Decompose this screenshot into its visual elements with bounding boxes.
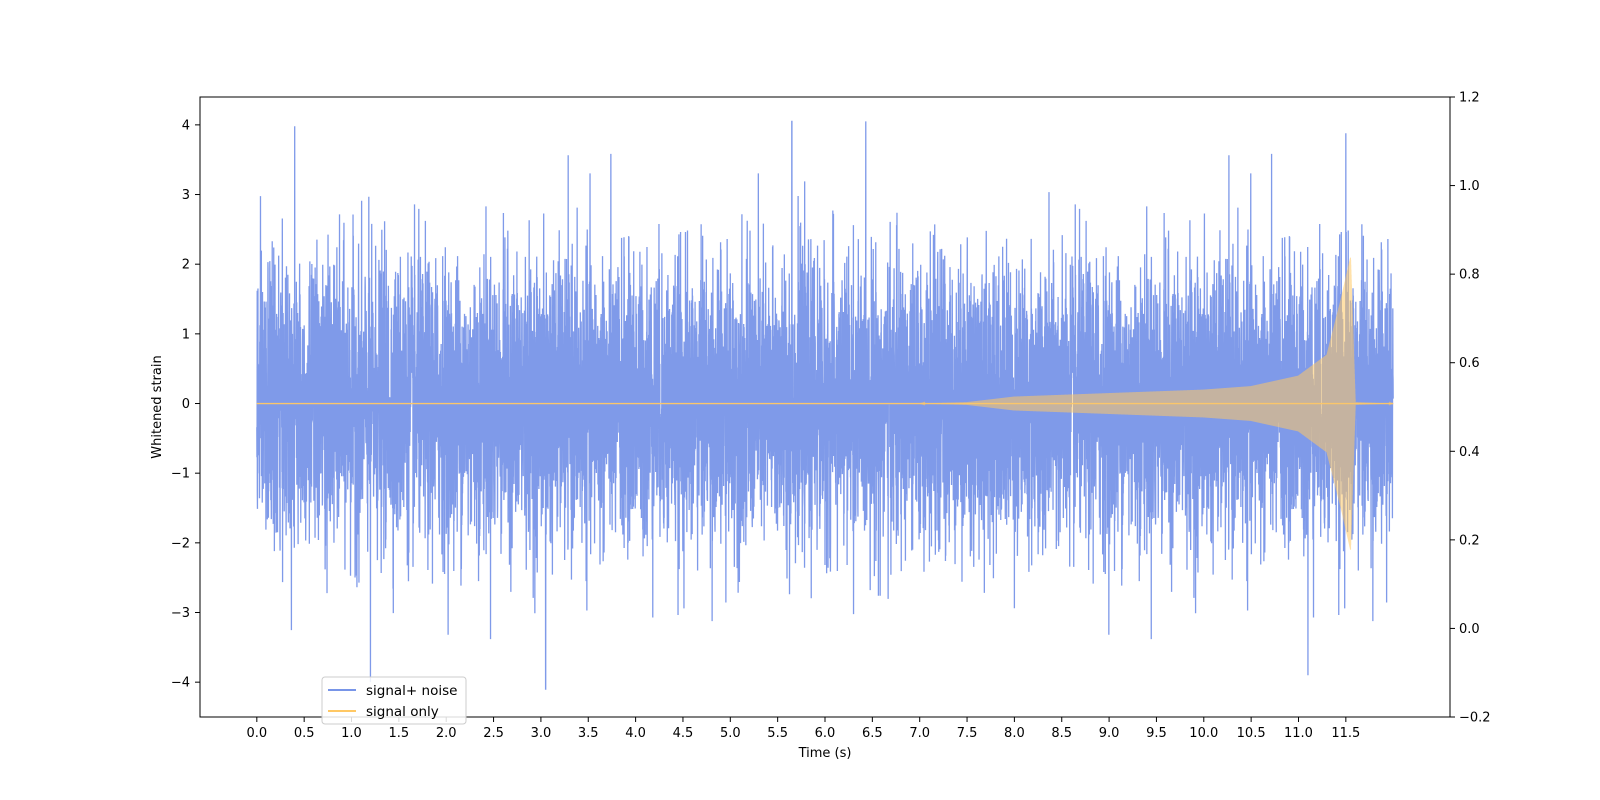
y-right-tick-label: 0.8 (1459, 268, 1480, 283)
x-axis: 0.0 0.5 1.0 1.5 2.0 2.5 3.0 3.5 4.0 4.5 5.0 5.5 6.0 6… (246, 717, 1360, 741)
y-right-tick-label: 1.0 (1459, 179, 1480, 194)
x-tick-label: 9.0 (1099, 726, 1120, 741)
y-right-tick-label: 0.0 (1459, 622, 1480, 637)
x-tick-label: 7.5 (957, 726, 978, 741)
x-tick-label: 6.5 (862, 726, 883, 741)
x-tick-label: 1.5 (389, 726, 410, 741)
x-tick-label: 3.0 (531, 726, 552, 741)
x-tick-label: 11.5 (1331, 726, 1360, 741)
x-axis-label: Time (s) (798, 746, 852, 761)
x-tick-label: 10.0 (1189, 726, 1218, 741)
y-tick-label: 4 (182, 118, 190, 133)
legend-label-signal-noise: signal+ noise (366, 683, 457, 699)
legend-box (321, 676, 467, 725)
x-tick-label: 5.0 (720, 726, 741, 741)
x-tick-label: 6.0 (815, 726, 836, 741)
y-tick-label: −3 (171, 606, 190, 621)
y-tick-label: 2 (182, 258, 190, 273)
series-line-signal-noise (256, 120, 1394, 690)
y-right-tick-label: 0.4 (1459, 445, 1480, 460)
y-tick-label: 0 (182, 397, 190, 412)
y-tick-label: −4 (171, 676, 190, 691)
y-axis-label: Whitened strain (150, 355, 165, 458)
x-tick-label: 7.0 (909, 726, 930, 741)
x-tick-label: 0.5 (294, 726, 315, 741)
x-tick-label: 4.5 (673, 726, 694, 741)
x-tick-label: 1.0 (341, 726, 362, 741)
x-tick-label: 2.0 (436, 726, 457, 741)
y-axis-left: −4 −3 −2 −1 0 1 2 3 4 (171, 118, 200, 691)
x-tick-label: 5.5 (767, 726, 788, 741)
x-tick-label: 8.0 (1004, 726, 1025, 741)
x-tick-label: 8.5 (1051, 726, 1072, 741)
y-right-tick-label: −0.2 (1459, 711, 1491, 726)
y-tick-label: 1 (182, 327, 190, 342)
y-axis-right: −0.2 0.0 0.2 0.4 0.6 0.8 1.0 1.2 (1450, 91, 1491, 726)
x-tick-label: 11.0 (1284, 726, 1313, 741)
x-tick-label: 2.5 (483, 726, 504, 741)
y-tick-label: −2 (171, 536, 190, 551)
x-tick-label: 4.0 (625, 726, 646, 741)
x-tick-label: 10.5 (1237, 726, 1266, 741)
series-layer (256, 120, 1394, 690)
y-right-tick-label: 0.2 (1459, 533, 1480, 548)
y-tick-label: 3 (182, 188, 190, 203)
y-right-tick-label: 0.6 (1459, 356, 1480, 371)
y-tick-label: −1 (171, 467, 190, 482)
x-tick-label: 0.0 (246, 726, 267, 741)
legend-label-signal-only: signal only (366, 704, 439, 720)
x-tick-label: 9.5 (1146, 726, 1167, 741)
x-tick-label: 3.5 (578, 726, 599, 741)
y-right-tick-label: 1.2 (1459, 91, 1480, 106)
legend: signal+ noise signal only (321, 676, 467, 725)
